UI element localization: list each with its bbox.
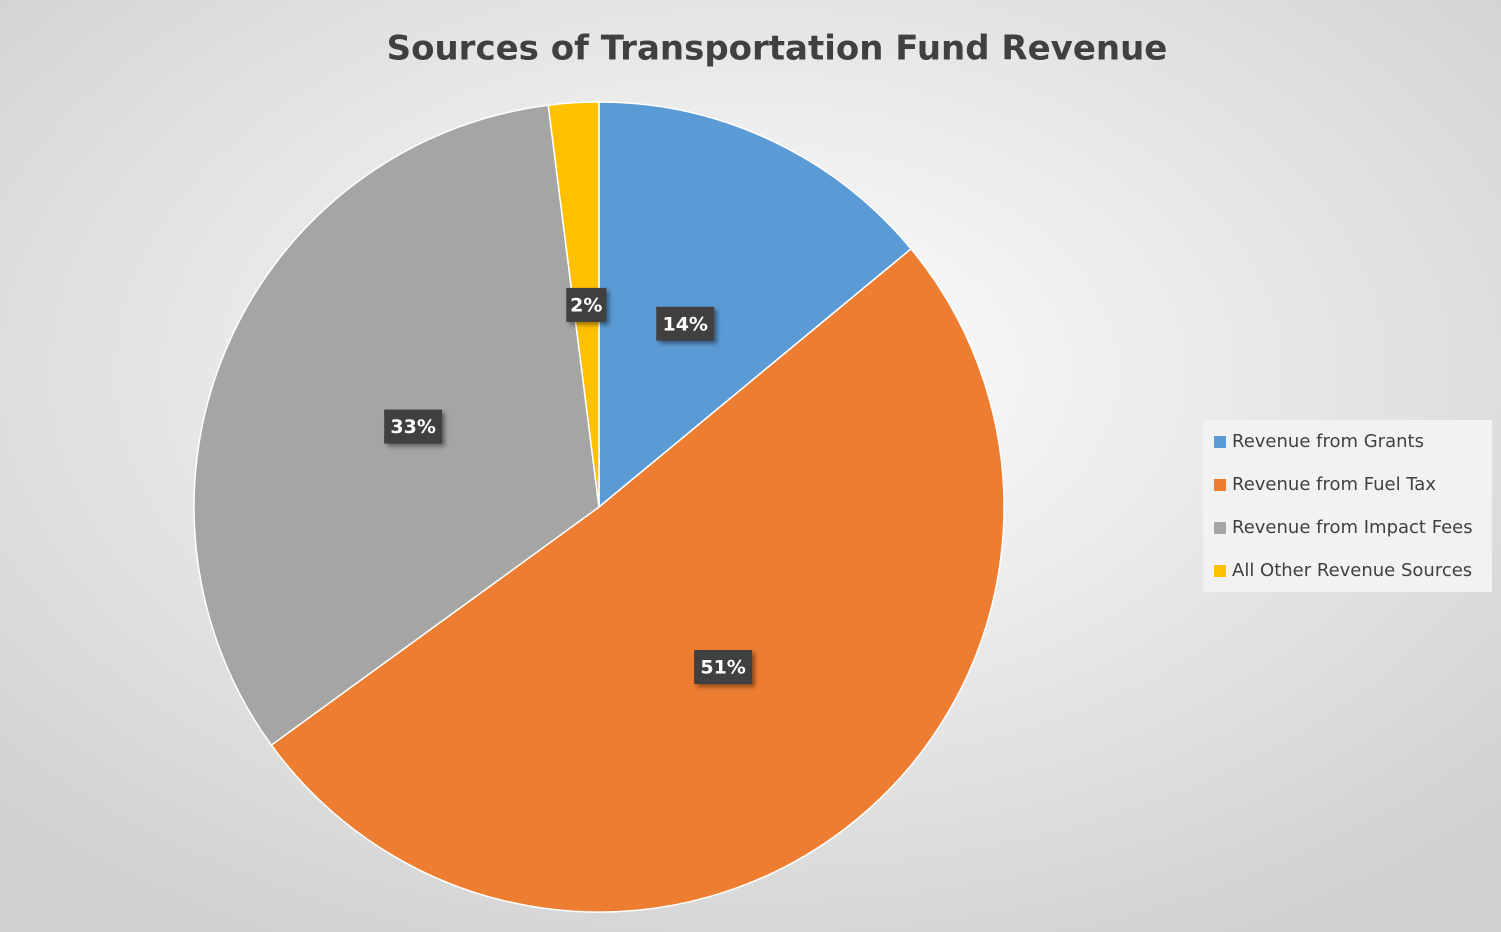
data-label-box [694, 650, 753, 685]
legend-label: Revenue from Fuel Tax [1232, 474, 1436, 495]
chart-title: Sources of Transportation Fund Revenue [387, 29, 1168, 69]
data-label-box [656, 306, 715, 341]
legend-box [1203, 420, 1492, 592]
data-label: 51% [700, 657, 745, 679]
pie-slice [598, 101, 913, 509]
pie-slice [270, 247, 1005, 913]
legend-swatch [1214, 522, 1226, 534]
legend-swatch [1214, 479, 1226, 491]
data-label-box [384, 409, 443, 444]
data-label: 14% [662, 313, 707, 335]
legend-label: Revenue from Grants [1232, 431, 1424, 452]
legend-swatch [1214, 436, 1226, 448]
data-label: 33% [390, 416, 435, 438]
legend-label: All Other Revenue Sources [1232, 560, 1472, 581]
data-label: 2% [570, 294, 602, 316]
legend-swatch [1214, 565, 1226, 577]
legend-label: Revenue from Impact Fees [1232, 517, 1473, 538]
data-label-box [566, 287, 607, 322]
